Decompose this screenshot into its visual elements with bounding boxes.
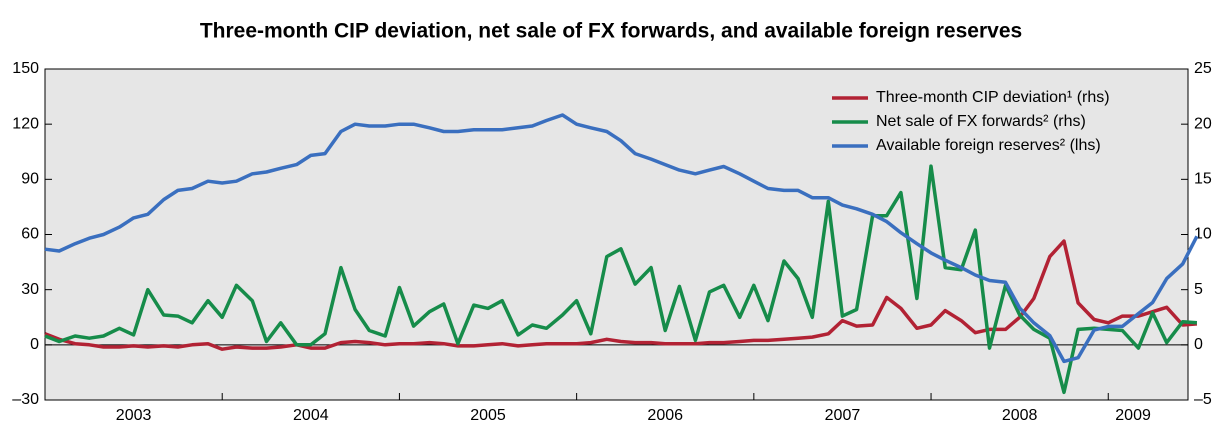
y-tick-label: 0 xyxy=(30,336,39,353)
y-tick-label: 150 xyxy=(12,60,39,77)
x-tick-label: 2009 xyxy=(1115,407,1151,424)
y-tick-label: –30 xyxy=(12,391,39,408)
legend-label: Available foreign reserves² (lhs) xyxy=(876,137,1101,154)
y2-tick-label: 15 xyxy=(1194,171,1212,188)
y2-tick-label: –5 xyxy=(1194,391,1212,408)
y2-tick-label: 20 xyxy=(1194,115,1212,132)
y-tick-label: 60 xyxy=(21,226,39,243)
y-tick-label: 90 xyxy=(21,171,39,188)
y-tick-label: 30 xyxy=(21,281,39,298)
y2-tick-label: 0 xyxy=(1194,336,1203,353)
legend-label: Three-month CIP deviation¹ (rhs) xyxy=(876,89,1110,106)
y2-tick-label: 25 xyxy=(1194,60,1212,77)
x-tick-label: 2005 xyxy=(470,407,506,424)
series-line xyxy=(44,239,1198,351)
x-tick-label: 2008 xyxy=(1002,407,1038,424)
y-tick-label: 120 xyxy=(12,115,39,132)
y2-tick-label: 10 xyxy=(1194,226,1212,243)
x-tick-label: 2003 xyxy=(116,407,152,424)
x-tick-label: 2004 xyxy=(293,407,329,424)
legend-label: Net sale of FX forwards² (rhs) xyxy=(876,113,1086,130)
x-tick-label: 2007 xyxy=(825,407,861,424)
series-line xyxy=(44,113,1199,364)
chart-title: Three-month CIP deviation, net sale of F… xyxy=(200,20,1022,43)
x-tick-label: 2006 xyxy=(647,407,683,424)
y2-tick-label: 5 xyxy=(1194,281,1203,298)
